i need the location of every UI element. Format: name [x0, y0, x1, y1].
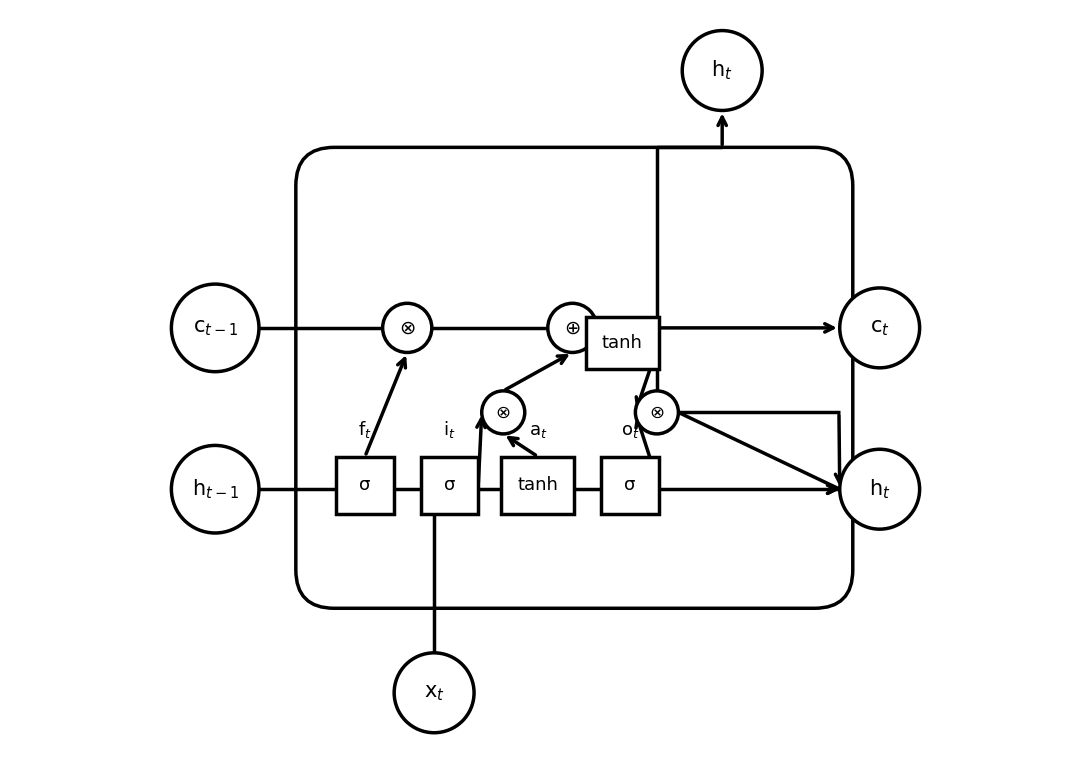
Circle shape: [840, 288, 920, 368]
Text: h$_{t-1}$: h$_{t-1}$: [192, 477, 239, 501]
Text: ⊕: ⊕: [564, 318, 580, 338]
Circle shape: [171, 284, 259, 372]
Text: c$_{t-1}$: c$_{t-1}$: [192, 318, 238, 338]
Circle shape: [682, 31, 763, 110]
Text: σ: σ: [444, 476, 455, 494]
Text: ⊗: ⊗: [399, 318, 416, 338]
Text: tanh: tanh: [517, 476, 559, 494]
FancyBboxPatch shape: [502, 456, 574, 514]
Circle shape: [548, 303, 597, 352]
Text: h$_t$: h$_t$: [868, 477, 890, 501]
Text: a$_t$: a$_t$: [528, 422, 547, 439]
FancyBboxPatch shape: [336, 456, 394, 514]
Circle shape: [635, 391, 679, 434]
Circle shape: [394, 653, 475, 732]
Circle shape: [383, 303, 432, 352]
Text: tanh: tanh: [602, 335, 643, 352]
Text: h$_t$: h$_t$: [711, 59, 733, 82]
Text: σ: σ: [359, 476, 371, 494]
FancyBboxPatch shape: [586, 317, 659, 369]
Text: o$_t$: o$_t$: [621, 422, 639, 439]
Text: σ: σ: [624, 476, 636, 494]
Text: i$_t$: i$_t$: [443, 419, 456, 439]
FancyBboxPatch shape: [296, 147, 853, 608]
Circle shape: [171, 446, 259, 533]
Text: ⊗: ⊗: [649, 403, 664, 422]
FancyBboxPatch shape: [601, 456, 659, 514]
Text: x$_t$: x$_t$: [423, 683, 444, 703]
Circle shape: [482, 391, 525, 434]
FancyBboxPatch shape: [421, 456, 478, 514]
Text: ⊗: ⊗: [495, 403, 511, 422]
Text: f$_t$: f$_t$: [358, 419, 372, 439]
Text: c$_t$: c$_t$: [870, 318, 889, 338]
Circle shape: [840, 449, 920, 529]
